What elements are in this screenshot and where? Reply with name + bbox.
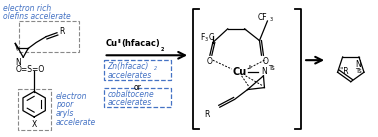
Text: (hfacac): (hfacac) (121, 39, 160, 48)
Text: O=S=O: O=S=O (15, 65, 45, 74)
Text: Cu: Cu (105, 39, 118, 48)
Text: 3: 3 (270, 17, 273, 22)
Text: II: II (118, 39, 121, 45)
Text: Cu: Cu (232, 67, 247, 77)
Text: N: N (15, 58, 21, 67)
Text: CF: CF (257, 13, 267, 22)
Text: O: O (207, 57, 213, 66)
Bar (104, 88, 171, 107)
Text: cobaltocene: cobaltocene (108, 90, 154, 99)
Text: aryls: aryls (56, 109, 74, 118)
Text: accelerates: accelerates (108, 71, 152, 80)
Text: C: C (209, 33, 214, 42)
Text: Ts: Ts (355, 68, 361, 74)
Bar (19, 21, 79, 52)
Text: I: I (249, 65, 251, 70)
Bar (104, 60, 171, 80)
Text: 2: 2 (154, 66, 157, 71)
Text: R: R (59, 27, 64, 36)
Text: F: F (200, 33, 204, 42)
Text: O: O (262, 57, 268, 66)
Text: N: N (262, 67, 267, 76)
Text: electron rich: electron rich (3, 4, 52, 13)
Text: electron: electron (56, 92, 87, 101)
Bar (18, 89, 51, 130)
Text: accelerate: accelerate (56, 118, 96, 127)
Text: N: N (355, 60, 361, 69)
Text: R: R (204, 110, 210, 119)
Text: poor: poor (56, 100, 73, 109)
Text: X: X (31, 120, 37, 129)
Text: Zn(hfacac): Zn(hfacac) (108, 62, 149, 71)
Text: or: or (133, 83, 141, 92)
Text: ''R: ''R (339, 67, 349, 76)
Text: 3: 3 (205, 37, 208, 42)
Text: accelerates: accelerates (108, 98, 152, 107)
Text: olefins accelerate: olefins accelerate (3, 12, 71, 21)
Text: Ts: Ts (268, 65, 275, 71)
Text: 2: 2 (160, 47, 164, 52)
